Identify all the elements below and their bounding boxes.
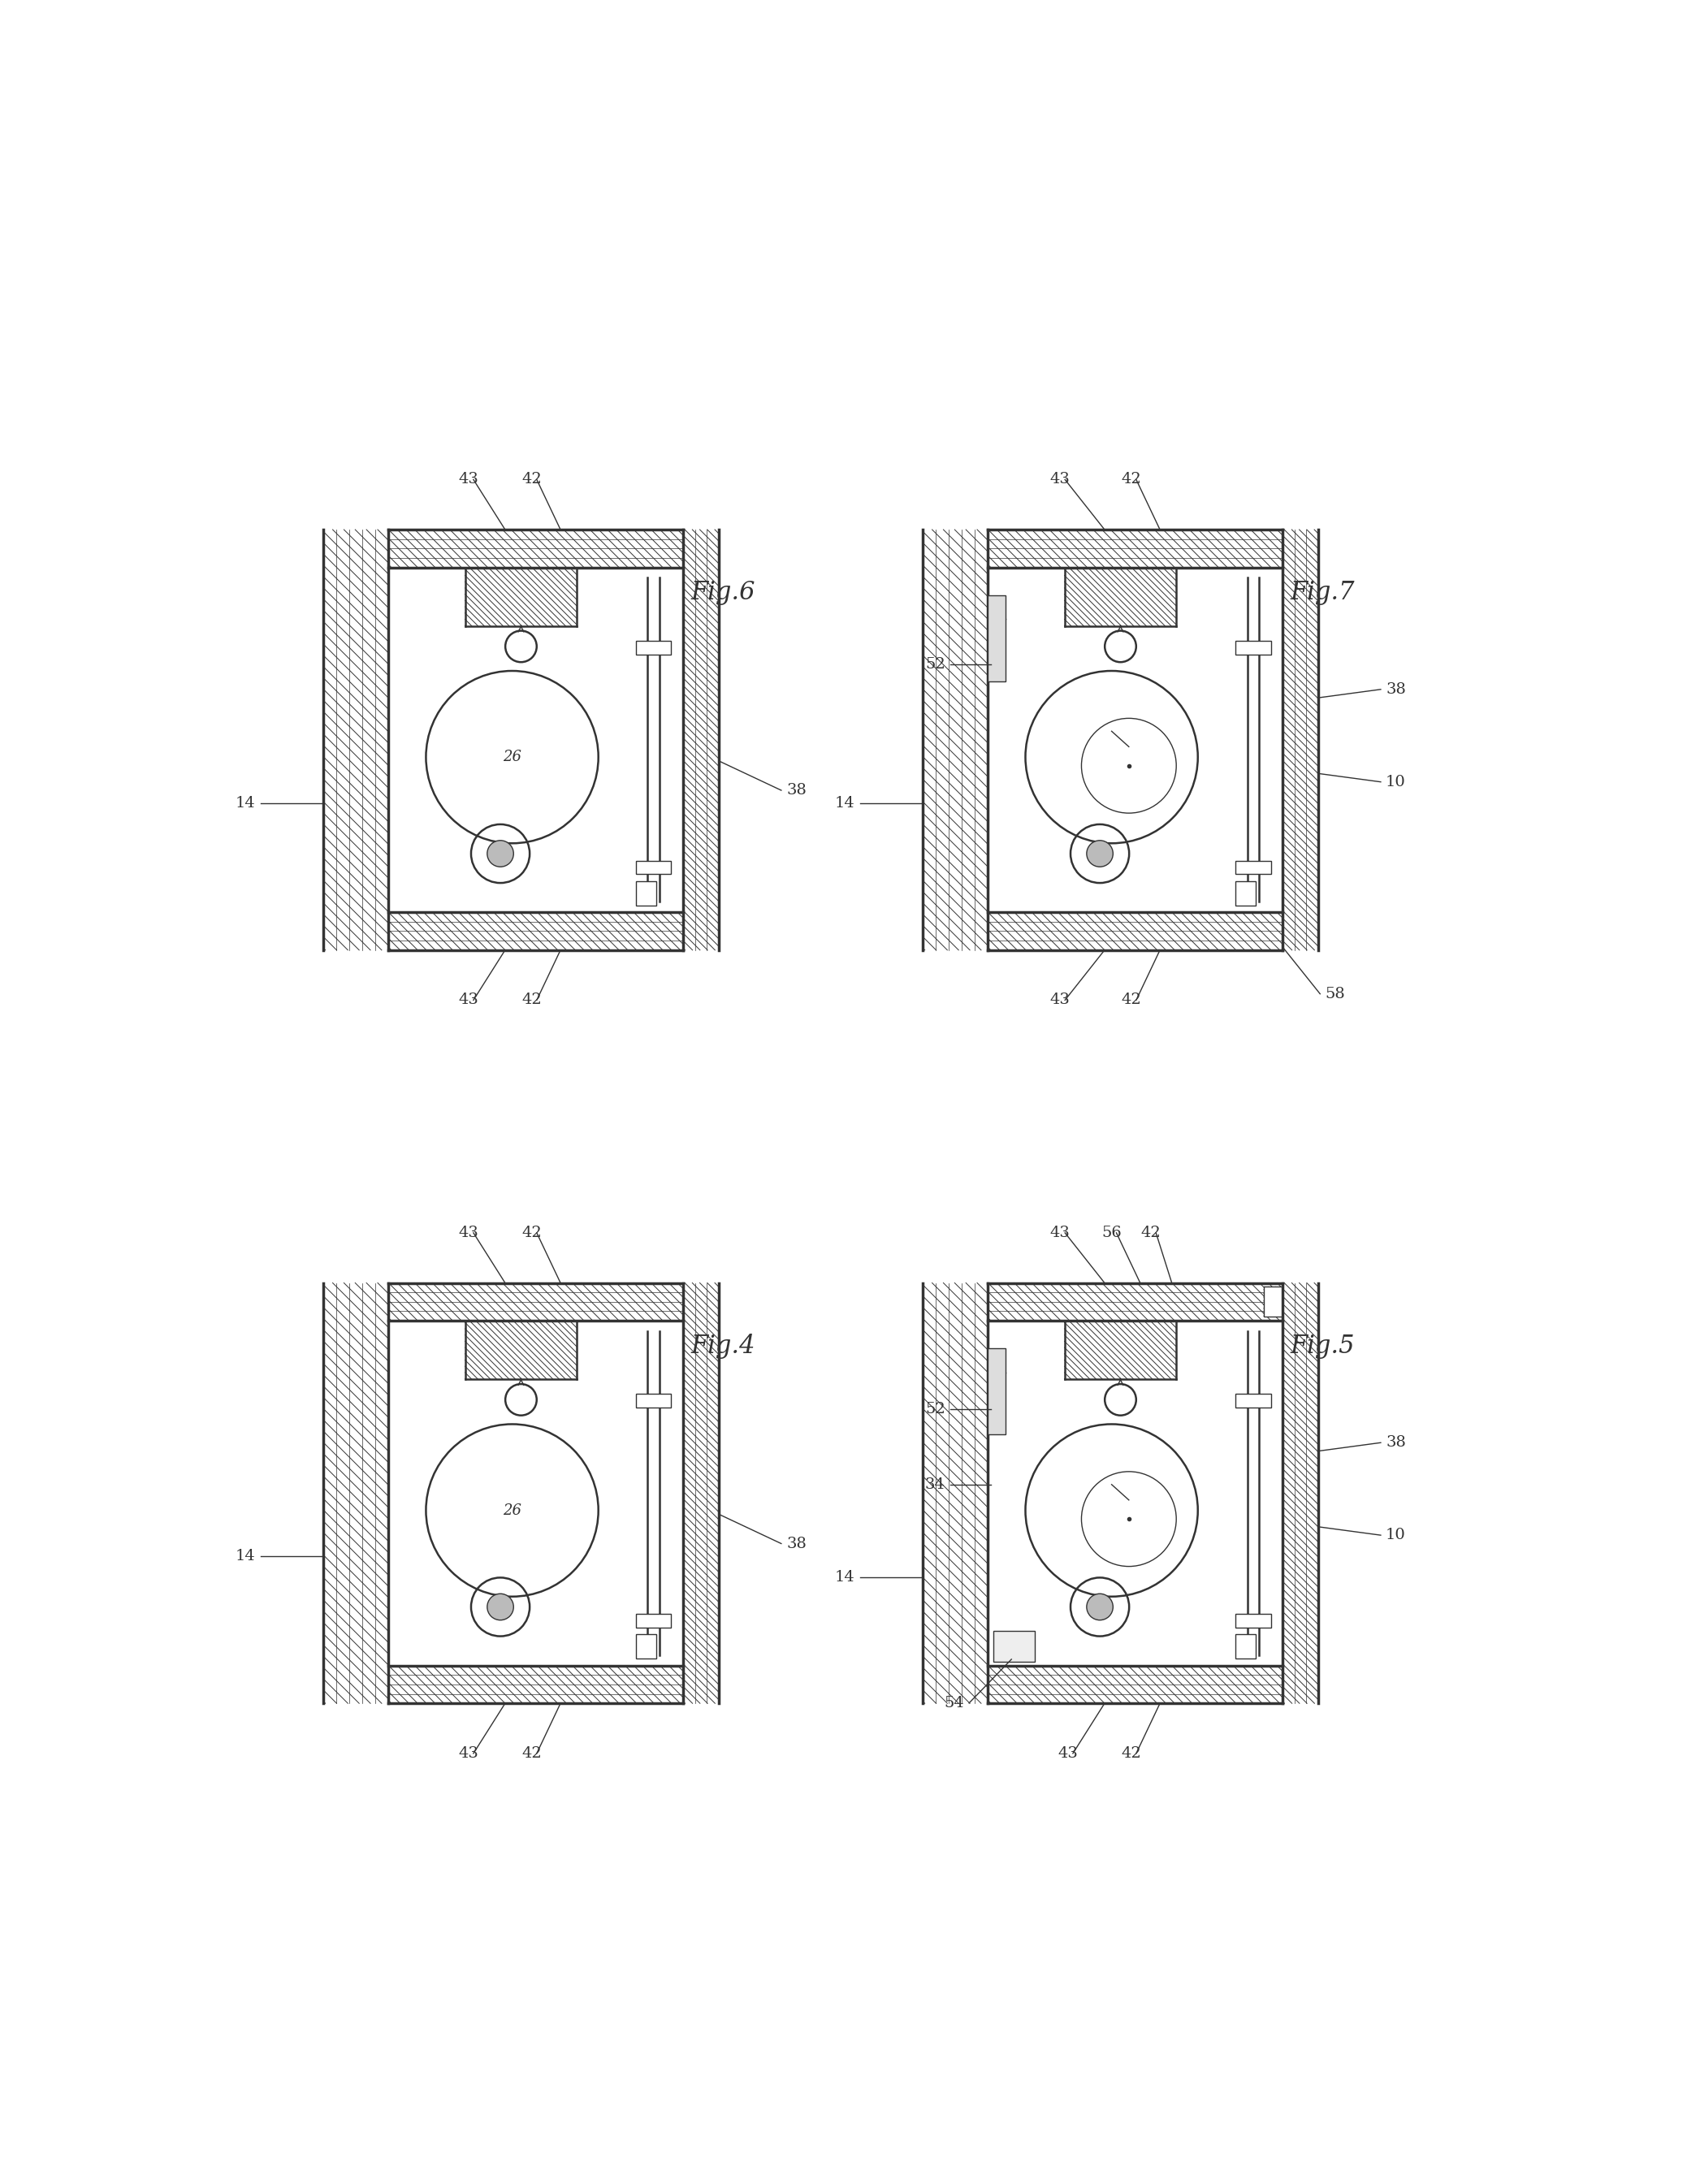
- Text: 52: 52: [924, 1402, 945, 1417]
- Text: 14: 14: [236, 1548, 255, 1564]
- Text: 42: 42: [1122, 472, 1140, 487]
- Text: 52: 52: [924, 657, 945, 670]
- Text: 38: 38: [786, 1535, 806, 1551]
- Text: 26: 26: [503, 749, 521, 764]
- Text: 42: 42: [1122, 1745, 1140, 1760]
- Circle shape: [1086, 1594, 1113, 1621]
- Text: 43: 43: [459, 472, 479, 487]
- Text: 58: 58: [1324, 987, 1345, 1000]
- Text: 38: 38: [786, 784, 806, 797]
- Text: 42: 42: [521, 1745, 542, 1760]
- Text: 42: 42: [521, 472, 542, 487]
- Bar: [1235, 1393, 1270, 1409]
- Text: 56: 56: [1102, 1225, 1122, 1241]
- Text: Fig.7: Fig.7: [1291, 581, 1355, 605]
- Text: Fig.5: Fig.5: [1291, 1334, 1355, 1358]
- Text: 38: 38: [1385, 681, 1405, 697]
- Text: 14: 14: [835, 1570, 855, 1586]
- Text: 42: 42: [1122, 994, 1140, 1007]
- Bar: [636, 860, 671, 874]
- Bar: [989, 594, 1005, 681]
- Text: Fig.4: Fig.4: [692, 1334, 756, 1358]
- Text: 10: 10: [1385, 775, 1405, 788]
- Bar: [1235, 1634, 1257, 1658]
- Circle shape: [488, 1594, 513, 1621]
- Circle shape: [1086, 841, 1113, 867]
- Text: 38: 38: [1385, 1435, 1405, 1450]
- Text: 14: 14: [236, 795, 255, 810]
- Bar: [636, 1614, 671, 1627]
- Text: Fig.6: Fig.6: [692, 581, 756, 605]
- Bar: [636, 1634, 656, 1658]
- Text: 42: 42: [521, 994, 542, 1007]
- Bar: [636, 880, 656, 906]
- Circle shape: [488, 841, 513, 867]
- Text: 42: 42: [521, 1225, 542, 1241]
- Text: 43: 43: [1058, 1745, 1078, 1760]
- Text: 43: 43: [1049, 1225, 1070, 1241]
- Bar: [994, 1631, 1036, 1662]
- Bar: [1264, 1286, 1282, 1317]
- Bar: [989, 1348, 1005, 1435]
- Text: 54: 54: [945, 1695, 963, 1710]
- Bar: [1235, 880, 1257, 906]
- Text: 14: 14: [835, 795, 855, 810]
- Bar: [1235, 860, 1270, 874]
- Bar: [636, 1393, 671, 1409]
- Text: 10: 10: [1385, 1529, 1405, 1542]
- Text: 26: 26: [503, 1503, 521, 1518]
- Bar: [1235, 1614, 1270, 1627]
- Text: 43: 43: [1049, 994, 1070, 1007]
- Text: 34: 34: [924, 1476, 945, 1492]
- Text: 43: 43: [459, 1225, 479, 1241]
- Text: 43: 43: [459, 994, 479, 1007]
- Bar: [1235, 640, 1270, 655]
- Text: 42: 42: [1140, 1225, 1161, 1241]
- Bar: [636, 640, 671, 655]
- Text: 43: 43: [1049, 472, 1070, 487]
- Text: 43: 43: [459, 1745, 479, 1760]
